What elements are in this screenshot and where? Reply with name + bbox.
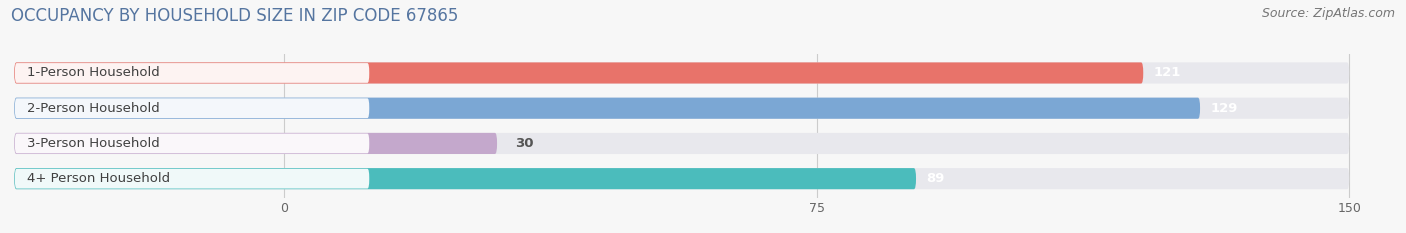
FancyBboxPatch shape [15,134,370,153]
FancyBboxPatch shape [14,133,498,154]
FancyBboxPatch shape [14,168,1350,189]
FancyBboxPatch shape [14,98,1201,119]
FancyBboxPatch shape [15,63,370,83]
Text: Source: ZipAtlas.com: Source: ZipAtlas.com [1261,7,1395,20]
Text: 30: 30 [515,137,533,150]
FancyBboxPatch shape [14,62,1143,84]
Text: 3-Person Household: 3-Person Household [27,137,160,150]
FancyBboxPatch shape [14,62,1350,84]
Text: OCCUPANCY BY HOUSEHOLD SIZE IN ZIP CODE 67865: OCCUPANCY BY HOUSEHOLD SIZE IN ZIP CODE … [11,7,458,25]
Text: 121: 121 [1154,66,1181,79]
FancyBboxPatch shape [14,168,917,189]
Text: 4+ Person Household: 4+ Person Household [27,172,170,185]
Text: 129: 129 [1211,102,1239,115]
Text: 2-Person Household: 2-Person Household [27,102,160,115]
FancyBboxPatch shape [14,133,1350,154]
Text: 89: 89 [927,172,945,185]
FancyBboxPatch shape [14,98,1350,119]
FancyBboxPatch shape [15,98,370,118]
FancyBboxPatch shape [15,169,370,188]
Text: 1-Person Household: 1-Person Household [27,66,160,79]
